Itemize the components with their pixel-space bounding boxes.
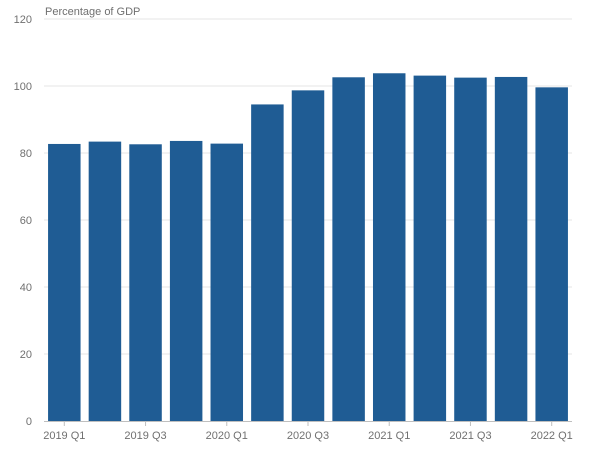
y-axis-title: Percentage of GDP [45, 6, 140, 18]
x-axis-tick-labels: 2019 Q1 2019 Q3 2020 Q1 2020 Q3 2021 Q1 2021 … [43, 430, 573, 442]
bars [48, 73, 568, 422]
bar-2022-q1 [535, 87, 568, 421]
y-tick-label: 120 [14, 14, 32, 26]
bar-2020-q2 [251, 104, 284, 422]
bar-2021-q4 [494, 76, 528, 421]
bar-2021-q3 [454, 77, 487, 421]
x-axis [44, 421, 572, 426]
bar-2020-q3 [291, 90, 325, 421]
y-tick-label: 0 [26, 416, 32, 428]
bar-2019-q4 [169, 140, 203, 421]
y-tick-label: 80 [20, 148, 32, 160]
x-tick-label: 2021 Q3 [449, 430, 491, 442]
y-tick-label: 40 [20, 282, 32, 294]
bar-2020-q4 [332, 77, 365, 421]
bar-2019-q2 [88, 141, 122, 422]
y-axis-tick-labels: 0 20 40 60 80 100 120 [14, 14, 32, 428]
bar-2019-q1 [48, 143, 81, 421]
x-tick-label: 2022 Q1 [531, 430, 573, 442]
bar-2019-q3 [129, 144, 162, 422]
x-tick-label: 2021 Q1 [368, 430, 410, 442]
bar-2021-q2 [413, 75, 447, 422]
x-tick-label: 2020 Q3 [287, 430, 329, 442]
x-tick-label: 2020 Q1 [206, 430, 248, 442]
bar-2021-q1 [372, 73, 406, 422]
y-tick-label: 100 [14, 81, 32, 93]
x-tick-label: 2019 Q3 [124, 430, 166, 442]
x-tick-label: 2019 Q1 [43, 430, 85, 442]
bar-2020-q1 [210, 143, 244, 421]
y-tick-label: 60 [20, 215, 32, 227]
y-tick-label: 20 [20, 349, 32, 361]
